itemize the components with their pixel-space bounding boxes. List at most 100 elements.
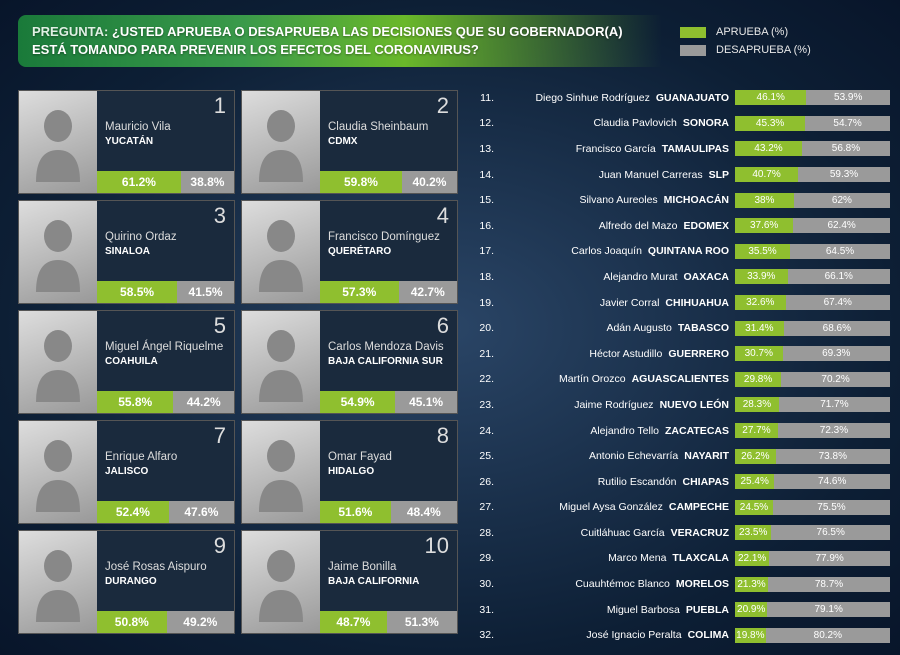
approval-bar: 23.5%76.5% bbox=[735, 525, 890, 540]
rank-number: 16. bbox=[472, 220, 494, 232]
rank-number: 8 bbox=[437, 423, 449, 449]
disapprove-segment: 67.4% bbox=[786, 295, 890, 310]
approve-segment: 35.5% bbox=[735, 244, 790, 259]
governor-name: Alejandro Tello bbox=[494, 425, 665, 437]
rank-number: 4 bbox=[437, 203, 449, 229]
list-row: 18.Alejandro MuratOAXACA33.9%66.1% bbox=[472, 264, 890, 290]
governor-photo bbox=[19, 91, 97, 193]
governor-name: Mauricio Vila bbox=[105, 121, 226, 135]
approve-segment: 30.7% bbox=[735, 346, 783, 361]
legend-swatch-disapprove bbox=[680, 45, 706, 56]
approval-bar: 30.7%69.3% bbox=[735, 346, 890, 361]
governor-name: Jaime Rodríguez bbox=[494, 399, 660, 411]
approval-bar: 40.7%59.3% bbox=[735, 167, 890, 182]
card-body: 9José Rosas AispuroDURANGO50.8%49.2% bbox=[97, 531, 234, 633]
approve-segment: 52.4% bbox=[97, 501, 169, 523]
approval-bar: 45.3%54.7% bbox=[735, 116, 890, 131]
approve-segment: 25.4% bbox=[735, 474, 774, 489]
rank-number: 30. bbox=[472, 578, 494, 590]
approve-segment: 55.8% bbox=[97, 391, 173, 413]
state-name: ZACATECAS bbox=[665, 425, 735, 437]
state-name: SONORA bbox=[683, 117, 735, 129]
approval-bar: 54.9%45.1% bbox=[320, 391, 457, 413]
list-row: 20.Adán AugustoTABASCO31.4%68.6% bbox=[472, 315, 890, 341]
disapprove-segment: 41.5% bbox=[177, 281, 234, 303]
list-row: 24.Alejandro TelloZACATECAS27.7%72.3% bbox=[472, 418, 890, 444]
governor-name: Carlos Joaquín bbox=[494, 245, 648, 257]
list-row: 27.Miguel Aysa GonzálezCAMPECHE24.5%75.5… bbox=[472, 495, 890, 521]
state-name: CDMX bbox=[328, 136, 449, 147]
state-name: COLIMA bbox=[688, 629, 735, 641]
approve-segment: 61.2% bbox=[97, 171, 181, 193]
governor-name: Carlos Mendoza Davis bbox=[328, 341, 449, 355]
legend-approve-label: APRUEBA (%) bbox=[716, 26, 788, 38]
card-body: 6Carlos Mendoza DavisBAJA CALIFORNIA SUR… bbox=[320, 311, 457, 413]
list-row: 31.Miguel BarbosaPUEBLA20.9%79.1% bbox=[472, 597, 890, 623]
approval-bar: 51.6%48.4% bbox=[320, 501, 457, 523]
approve-segment: 48.7% bbox=[320, 611, 387, 633]
governor-name: Silvano Aureoles bbox=[494, 194, 664, 206]
governor-name: Quirino Ordaz bbox=[105, 231, 226, 245]
rank-number: 27. bbox=[472, 501, 494, 513]
state-name: VERACRUZ bbox=[671, 527, 735, 539]
approval-bar: 61.2%38.8% bbox=[97, 171, 234, 193]
state-name: YUCATÁN bbox=[105, 136, 226, 147]
approval-bar: 38%62% bbox=[735, 193, 890, 208]
disapprove-segment: 51.3% bbox=[387, 611, 457, 633]
disapprove-segment: 74.6% bbox=[774, 474, 890, 489]
state-name: TABASCO bbox=[678, 322, 735, 334]
governor-name: Héctor Astudillo bbox=[494, 348, 668, 360]
approve-segment: 20.9% bbox=[735, 602, 767, 617]
rank-number: 7 bbox=[214, 423, 226, 449]
governor-name: Enrique Alfaro bbox=[105, 451, 226, 465]
disapprove-segment: 77.9% bbox=[769, 551, 890, 566]
disapprove-segment: 42.7% bbox=[399, 281, 457, 303]
approve-segment: 58.5% bbox=[97, 281, 177, 303]
question-label: PREGUNTA: bbox=[32, 24, 108, 39]
approve-segment: 22.1% bbox=[735, 551, 769, 566]
governor-card: 3Quirino OrdazSINALOA58.5%41.5% bbox=[18, 200, 235, 304]
approval-bar: 28.3%71.7% bbox=[735, 397, 890, 412]
state-name: MORELOS bbox=[676, 578, 735, 590]
rank-number: 15. bbox=[472, 194, 494, 206]
list-row: 14.Juan Manuel CarrerasSLP40.7%59.3% bbox=[472, 162, 890, 188]
disapprove-segment: 78.7% bbox=[768, 577, 890, 592]
rank-number: 29. bbox=[472, 552, 494, 564]
governor-name: Marco Mena bbox=[494, 552, 672, 564]
governor-name: Omar Fayad bbox=[328, 451, 449, 465]
governor-card: 6Carlos Mendoza DavisBAJA CALIFORNIA SUR… bbox=[241, 310, 458, 414]
approval-bar: 31.4%68.6% bbox=[735, 321, 890, 336]
state-name: JALISCO bbox=[105, 466, 226, 477]
governor-name: José Ignacio Peralta bbox=[494, 629, 688, 641]
approve-segment: 51.6% bbox=[320, 501, 391, 523]
state-name: HIDALGO bbox=[328, 466, 449, 477]
list-row: 29.Marco MenaTLAXCALA22.1%77.9% bbox=[472, 546, 890, 572]
rank-number: 28. bbox=[472, 527, 494, 539]
disapprove-segment: 76.5% bbox=[771, 525, 890, 540]
state-name: CHIAPAS bbox=[683, 476, 735, 488]
card-body: 4Francisco DomínguezQUERÉTARO57.3%42.7% bbox=[320, 201, 457, 303]
approval-bar: 22.1%77.9% bbox=[735, 551, 890, 566]
approve-segment: 26.2% bbox=[735, 449, 776, 464]
governor-card: 7Enrique AlfaroJALISCO52.4%47.6% bbox=[18, 420, 235, 524]
rank-number: 22. bbox=[472, 373, 494, 385]
approval-bar: 58.5%41.5% bbox=[97, 281, 234, 303]
governor-name: Javier Corral bbox=[494, 297, 665, 309]
approve-segment: 27.7% bbox=[735, 423, 778, 438]
governor-name: Cuauhtémoc Blanco bbox=[494, 578, 676, 590]
governor-card: 5Miguel Ángel RiquelmeCOAHUILA55.8%44.2% bbox=[18, 310, 235, 414]
disapprove-segment: 56.8% bbox=[802, 141, 890, 156]
disapprove-segment: 73.8% bbox=[776, 449, 890, 464]
governor-photo bbox=[19, 531, 97, 633]
rank-number: 1 bbox=[214, 93, 226, 119]
approve-segment: 59.8% bbox=[320, 171, 402, 193]
list-row: 21.Héctor AstudilloGUERRERO30.7%69.3% bbox=[472, 341, 890, 367]
approve-segment: 45.3% bbox=[735, 116, 805, 131]
governor-name: Jaime Bonilla bbox=[328, 561, 449, 575]
disapprove-segment: 45.1% bbox=[395, 391, 457, 413]
approval-bar: 35.5%64.5% bbox=[735, 244, 890, 259]
disapprove-segment: 68.6% bbox=[784, 321, 890, 336]
approval-bar: 43.2%56.8% bbox=[735, 141, 890, 156]
governor-card: 9José Rosas AispuroDURANGO50.8%49.2% bbox=[18, 530, 235, 634]
state-name: QUERÉTARO bbox=[328, 246, 449, 257]
